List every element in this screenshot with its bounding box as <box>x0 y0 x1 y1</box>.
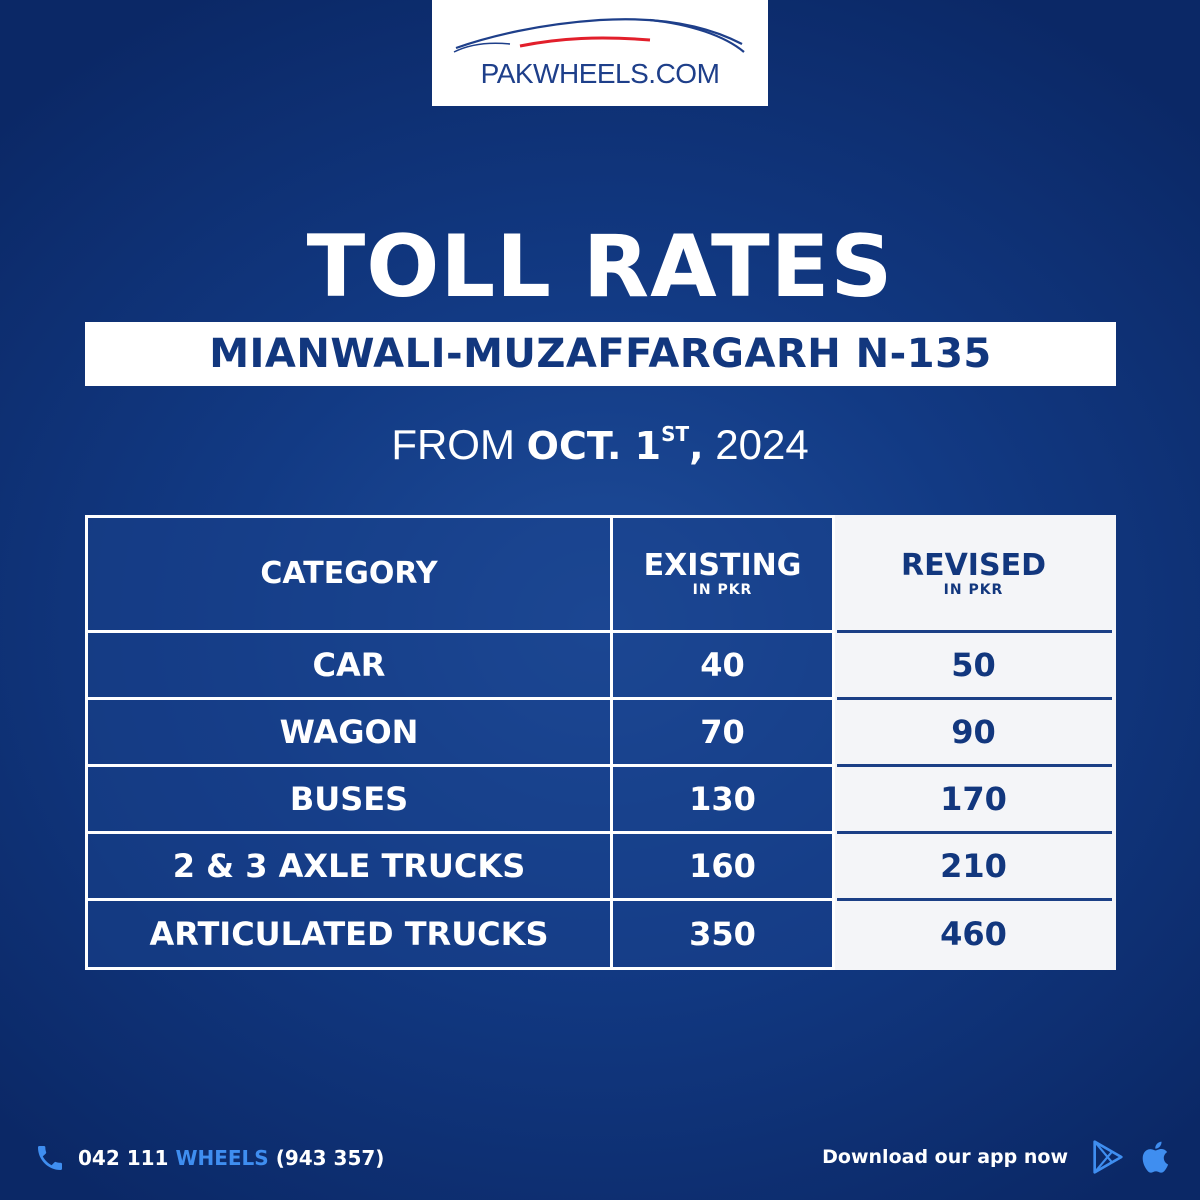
page-title: TOLL RATES <box>306 217 894 317</box>
row-divider <box>837 898 1112 901</box>
row-buses-category: BUSES <box>289 780 409 818</box>
row-divider <box>837 630 1112 633</box>
row-divider <box>837 764 1112 767</box>
row-divider <box>85 764 835 767</box>
header-category: CATEGORY <box>88 518 610 630</box>
row-divider <box>85 831 835 834</box>
phone-icon <box>38 1146 62 1170</box>
row-divider <box>85 630 835 633</box>
row-articulated-existing: 350 <box>689 915 756 953</box>
row-divider <box>837 697 1112 700</box>
contact-phone[interactable]: 042 111 WHEELS (943 357) <box>34 1138 384 1178</box>
row-axle-trucks-category: 2 & 3 AXLE TRUCKS <box>172 847 526 885</box>
phone-number: 042 111 <box>78 1146 169 1170</box>
row-divider <box>85 898 835 901</box>
row-car-category: CAR <box>312 646 386 684</box>
row-wagon-category: WAGON <box>279 713 419 751</box>
row-buses-revised: 170 <box>940 780 1007 818</box>
phone-digits: (943 357) <box>275 1146 385 1170</box>
row-articulated-category: ARTICULATED TRUCKS <box>149 915 549 953</box>
table-revised-column <box>835 515 1116 970</box>
header-existing-unit: IN PKR <box>692 582 753 598</box>
row-car-revised: 50 <box>951 646 996 684</box>
route-banner: MIANWALI-MUZAFFARGARH N-135 <box>85 322 1116 386</box>
effective-date: FROM OCT. 1ST, 2024 <box>0 404 1200 476</box>
pakwheels-logo: PAKWHEELS.COM <box>432 0 768 106</box>
row-divider <box>85 697 835 700</box>
logo-wordmark: PAKWHEELS.COM <box>480 58 720 89</box>
header-revised-label: REVISED <box>901 548 1046 583</box>
route-name: MIANWALI-MUZAFFARGARH N-135 <box>209 331 992 377</box>
column-divider <box>832 515 835 970</box>
header-existing: EXISTING IN PKR <box>613 518 832 630</box>
phone-word: WHEELS <box>175 1146 269 1170</box>
date-main: OCT. 1 <box>526 424 662 468</box>
header-revised-unit: IN PKR <box>943 582 1004 598</box>
date-suffix: ST <box>661 422 690 446</box>
header-category-label: CATEGORY <box>260 556 438 591</box>
column-divider <box>610 515 613 970</box>
row-articulated-revised: 460 <box>940 915 1007 953</box>
car-swoosh-icon <box>453 18 745 53</box>
date-comma: , <box>689 424 704 468</box>
header-revised: REVISED IN PKR <box>835 518 1112 630</box>
app-download-text: Download our app now <box>822 1146 1068 1168</box>
phone-text: 042 111 WHEELS (943 357) <box>78 1146 384 1170</box>
header-existing-label: EXISTING <box>643 548 802 583</box>
row-divider <box>837 831 1112 834</box>
row-axle-trucks-existing: 160 <box>689 847 756 885</box>
row-wagon-existing: 70 <box>700 713 745 751</box>
google-play-icon[interactable] <box>1092 1139 1124 1175</box>
row-divider <box>85 967 835 970</box>
apple-icon[interactable] <box>1138 1139 1170 1175</box>
date-year: 2024 <box>703 421 809 468</box>
row-axle-trucks-revised: 210 <box>940 847 1007 885</box>
row-car-existing: 40 <box>700 646 745 684</box>
toll-rates-table: CATEGORY EXISTING IN PKR REVISED IN PKR … <box>85 515 1116 970</box>
date-prefix: FROM <box>391 421 515 468</box>
row-buses-existing: 130 <box>689 780 756 818</box>
row-wagon-revised: 90 <box>951 713 996 751</box>
table-dark-columns <box>85 515 835 970</box>
app-download: Download our app now <box>822 1136 1170 1178</box>
